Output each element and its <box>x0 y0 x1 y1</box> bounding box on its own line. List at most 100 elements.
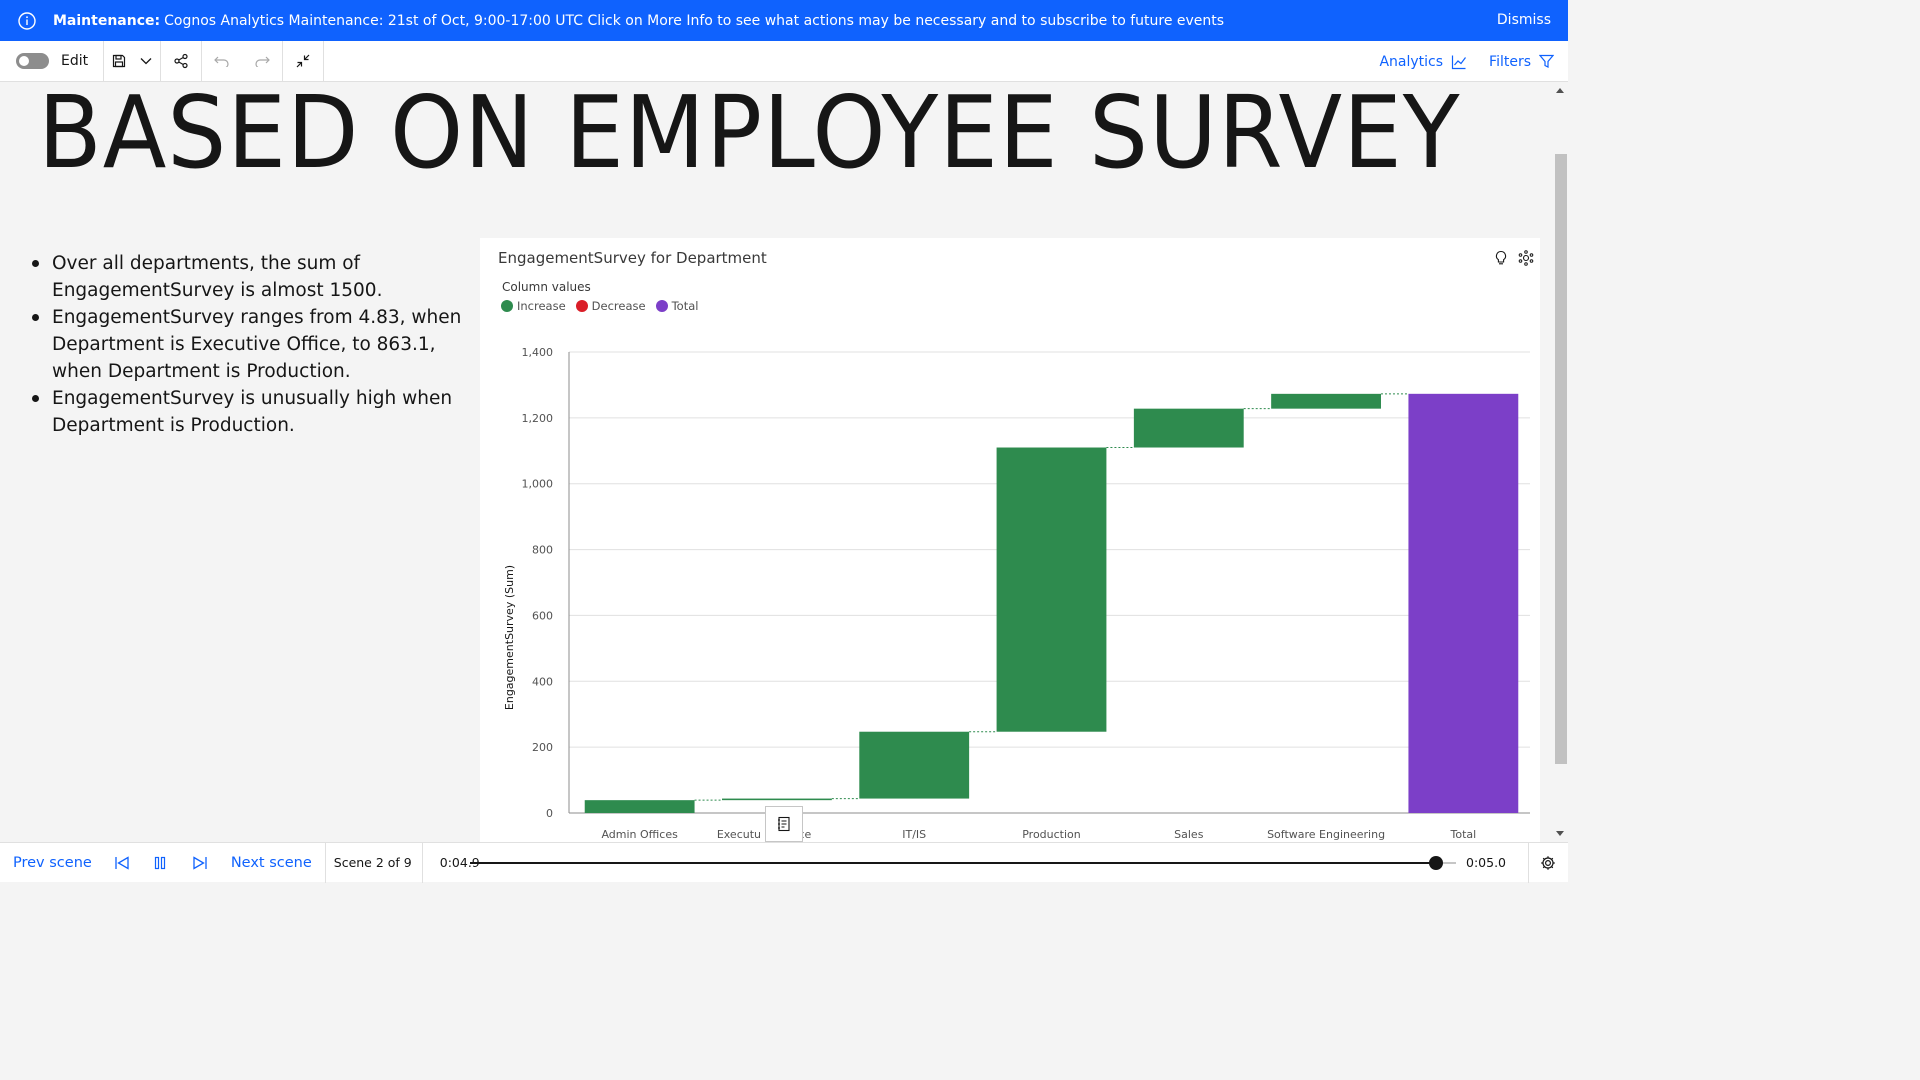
legend-item-decrease[interactable]: Decrease <box>575 299 646 313</box>
save-menu-button[interactable] <box>134 41 158 82</box>
legend-swatch <box>501 300 513 312</box>
analytics-label: Analytics <box>1379 53 1444 70</box>
skip-back-button[interactable] <box>114 855 130 870</box>
toolbar-divider <box>282 40 284 82</box>
x-tick-label: Production <box>1022 828 1081 841</box>
legend-item-total[interactable]: Total <box>655 299 699 313</box>
prev-scene-button[interactable]: Prev scene <box>13 854 92 871</box>
maintenance-banner: Maintenance: Cognos Analytics Maintenanc… <box>0 0 1568 41</box>
gear-icon <box>1541 856 1555 870</box>
timeline-handle[interactable] <box>1429 856 1444 870</box>
scroll-thumb[interactable] <box>1555 154 1567 764</box>
legend-title: Column values <box>502 280 591 294</box>
insight-item: EngagementSurvey is unusually high when … <box>30 385 470 439</box>
y-tick-label: 200 <box>532 741 553 754</box>
edit-label: Edit <box>61 53 89 69</box>
banner-label: Maintenance: <box>53 12 161 29</box>
y-tick-label: 400 <box>532 675 553 688</box>
page-title: BASED ON EMPLOYEE SURVEY <box>38 74 1461 191</box>
bar-it-is <box>859 731 970 799</box>
share-icon <box>174 53 188 69</box>
toolbar-divider <box>323 40 325 82</box>
current-time: 0:04.9 <box>439 855 480 870</box>
insight-item: EngagementSurvey ranges from 4.83, when … <box>30 304 470 385</box>
undo-button[interactable] <box>202 41 242 82</box>
toolbar-divider <box>201 40 203 82</box>
undo-icon <box>214 56 229 67</box>
insight-item: Over all departments, the sum of Engagem… <box>30 250 470 304</box>
info-icon <box>18 11 36 30</box>
redo-button[interactable] <box>242 41 282 82</box>
notes-button[interactable] <box>765 806 803 842</box>
edit-toggle[interactable] <box>16 53 49 69</box>
end-time: 0:05.0 <box>1466 855 1506 870</box>
save-button[interactable] <box>104 41 134 82</box>
playback-divider <box>421 842 423 883</box>
y-tick-label: 1,000 <box>522 478 554 491</box>
legend-swatch <box>575 300 588 312</box>
lightbulb-icon[interactable] <box>1494 250 1508 266</box>
legend-label: Increase <box>517 299 566 313</box>
settings-button[interactable] <box>1540 855 1556 871</box>
skip-back-icon <box>115 855 129 870</box>
pause-icon <box>154 856 165 869</box>
x-tick-label: Admin Offices <box>601 828 678 841</box>
legend-label: Total <box>671 299 699 313</box>
bar-admin-offices <box>584 800 695 813</box>
chart-title: EngagementSurvey for Department <box>498 249 767 267</box>
toolbar-divider <box>103 40 105 82</box>
y-tick-label: 0 <box>546 807 553 820</box>
bar-production <box>996 447 1107 732</box>
bar-executive-office <box>722 798 832 801</box>
legend-item-increase[interactable]: Increase <box>501 299 566 313</box>
x-tick-label: Executu <box>717 828 761 841</box>
chart-card: EngagementSurvey for Department Column v… <box>480 238 1540 842</box>
pause-button[interactable] <box>154 856 166 870</box>
chart-legend: Increase Decrease Total <box>501 299 698 313</box>
filter-icon <box>1539 54 1554 68</box>
dismiss-button[interactable]: Dismiss <box>1496 12 1551 28</box>
scroll-down-arrow[interactable] <box>1556 831 1564 836</box>
y-tick-label: 600 <box>532 609 553 622</box>
banner-message: Cognos Analytics Maintenance: 21st of Oc… <box>164 12 1225 29</box>
scene-counter: Scene 2 of 9 <box>333 855 412 870</box>
y-tick-label: 1,400 <box>522 346 554 359</box>
legend-label: Decrease <box>591 299 646 313</box>
filters-button[interactable]: Filters <box>1489 54 1554 70</box>
share-button[interactable] <box>161 41 201 82</box>
next-scene-button[interactable]: Next scene <box>230 854 312 871</box>
save-icon <box>113 54 126 68</box>
toolbar-divider <box>160 40 162 82</box>
waterfall-chart: 0 200 400 600 800 1,000 1,200 1,400 EngagementSu… <box>503 346 1530 841</box>
x-tick-label: Sales <box>1174 828 1204 841</box>
chevron-down-icon <box>140 58 152 65</box>
collapse-button[interactable] <box>283 41 323 82</box>
analytics-icon <box>1451 55 1467 69</box>
playback-divider <box>324 842 326 883</box>
y-tick-label: 1,200 <box>522 412 554 425</box>
y-axis-label: EngagementSurvey (Sum) <box>503 565 516 710</box>
insights-list: Over all departments, the sum of Engagem… <box>30 250 470 439</box>
timeline-progress <box>470 862 1437 864</box>
minimize-icon <box>296 54 310 68</box>
bar-sales <box>1133 408 1244 448</box>
toolbar: Edit Analytics Filters <box>0 40 1568 82</box>
timeline-slider[interactable] <box>470 856 1456 870</box>
notes-icon <box>778 816 790 832</box>
x-tick-label: IT/IS <box>902 828 926 841</box>
redo-icon <box>255 56 270 67</box>
legend-swatch <box>655 300 668 312</box>
x-tick-label: Total <box>1450 828 1477 841</box>
skip-forward-icon <box>193 855 207 870</box>
scroll-up-arrow[interactable] <box>1556 88 1564 93</box>
bar-total <box>1408 393 1519 813</box>
x-tick-label: Software Engineering <box>1267 828 1385 841</box>
playback-divider <box>1528 843 1529 883</box>
settings-cluster-icon[interactable] <box>1518 250 1534 266</box>
analytics-button[interactable]: Analytics <box>1379 54 1467 70</box>
playback-bar: Prev scene Next scene Scene 2 of 9 0:04.… <box>0 842 1568 883</box>
skip-forward-button[interactable] <box>192 855 208 870</box>
page-scrollbar[interactable] <box>1552 82 1568 842</box>
bar-software-engineering <box>1271 393 1381 409</box>
filters-label: Filters <box>1489 53 1531 70</box>
